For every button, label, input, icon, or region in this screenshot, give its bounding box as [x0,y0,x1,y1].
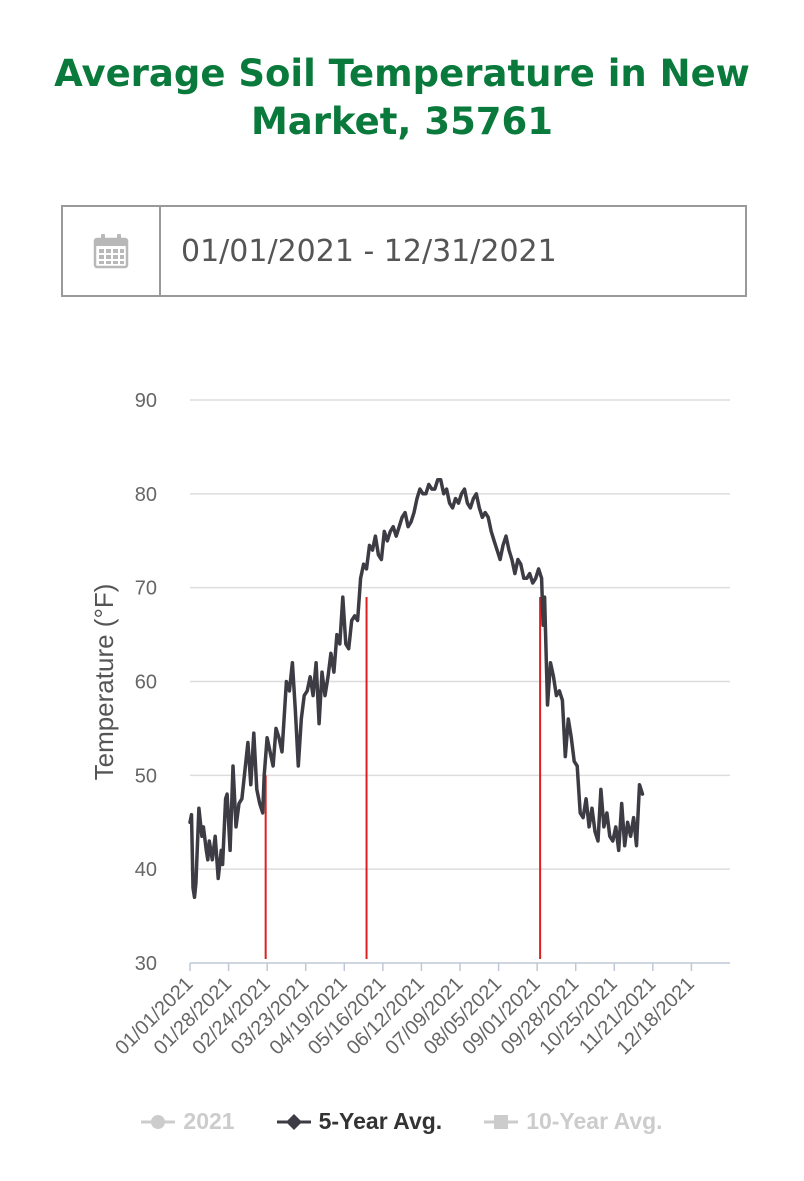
square-line-icon [484,1114,519,1129]
chart-legend: 2021 5-Year Avg. 10-Year Avg. [0,1108,804,1135]
y-tick-label: 30 [135,953,157,975]
diamond-line-icon [276,1113,311,1130]
y-tick-label: 80 [135,484,157,506]
y-tick-label: 40 [135,859,157,881]
y-tick-label: 90 [135,390,157,412]
legend-item-2021[interactable]: 2021 [141,1108,235,1135]
legend-item-10-year-avg[interactable]: 10-Year Avg. [484,1108,663,1135]
series-line-5-year-avg[interactable] [188,478,645,900]
y-tick-label: 60 [135,672,157,694]
legend-label: 2021 [183,1108,235,1134]
calendar-button[interactable] [63,207,161,295]
page-bottom [0,1172,804,1181]
y-tick-label: 50 [135,765,157,787]
date-range-picker[interactable]: 01/01/2021 - 12/31/2021 [61,205,747,297]
circle-line-icon [141,1114,176,1129]
y-tick-label: 70 [135,578,157,600]
y-axis-label: Temperature (°F) [89,584,119,781]
legend-label: 5-Year Avg. [318,1108,443,1134]
date-range-input[interactable]: 01/01/2021 - 12/31/2021 [181,233,557,269]
calendar-icon [93,234,129,269]
page-title: Average Soil Temperature in New Market, … [54,52,750,143]
legend-item-5-year-avg[interactable]: 5-Year Avg. [276,1108,443,1135]
legend-label: 10-Year Avg. [526,1108,663,1134]
